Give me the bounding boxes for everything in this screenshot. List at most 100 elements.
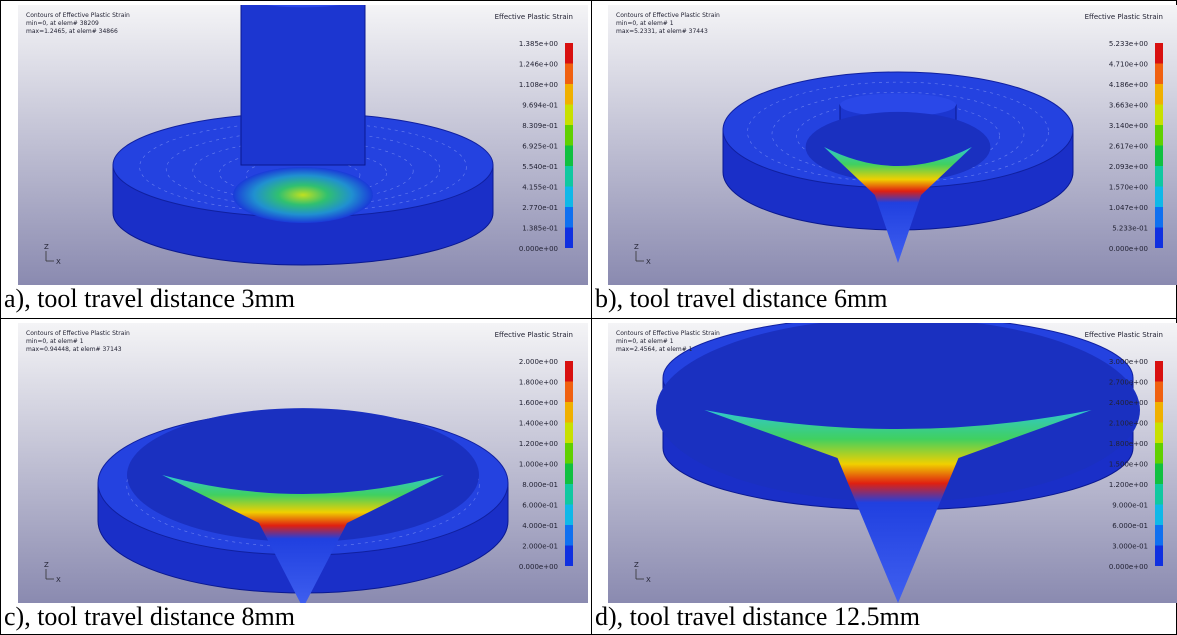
legend-label: 1.400e+00 (519, 420, 558, 428)
legend-swatch (1155, 402, 1163, 423)
legend-swatch (565, 64, 573, 85)
legend-swatch (1155, 105, 1163, 126)
simulation-image: Contours of Effective Plastic Strainmin=… (608, 323, 1177, 603)
contour-title: Contours of Effective Plastic Strain (26, 12, 130, 19)
legend-label: 6.000e-01 (1112, 522, 1148, 530)
max-label: max=0.94448, at elem# 37143 (26, 346, 122, 353)
legend-label: 2.400e+00 (1109, 399, 1148, 407)
min-label: min=0, at elem# 1 (26, 338, 84, 345)
legend-swatch (565, 228, 573, 249)
legend-label: 2.000e-01 (522, 543, 558, 551)
caption: d), tool travel distance 12.5mm (595, 602, 920, 632)
legend-label: 6.925e-01 (522, 143, 558, 151)
contour-title: Contours of Effective Plastic Strain (616, 330, 720, 337)
simulation-image: Contours of Effective Plastic Strainmin=… (18, 323, 588, 603)
legend-swatch (565, 484, 573, 505)
legend-label: 1.600e+00 (519, 399, 558, 407)
legend-label: 8.000e-01 (522, 481, 558, 489)
max-label: max=1.2465, at elem# 34866 (26, 28, 118, 35)
axis-label: X (646, 258, 651, 266)
legend-swatch (565, 166, 573, 187)
legend-label: 2.093e+00 (1109, 163, 1148, 171)
contour-title: Contours of Effective Plastic Strain (616, 12, 720, 19)
legend-swatch (565, 361, 573, 382)
legend-label: 1.200e+00 (1109, 481, 1148, 489)
legend-swatch (565, 464, 573, 485)
legend-swatch (1155, 361, 1163, 382)
axis-label: X (56, 258, 61, 266)
legend-label: 1.000e+00 (519, 461, 558, 469)
legend-swatch (565, 443, 573, 464)
legend-label: 2.770e-01 (522, 204, 558, 212)
legend-label: 6.000e-01 (522, 502, 558, 510)
legend-swatch (565, 382, 573, 403)
legend-label: 4.186e+00 (1109, 81, 1148, 89)
legend-swatch (1155, 187, 1163, 208)
legend-label: 3.663e+00 (1109, 102, 1148, 110)
legend-label: 1.246e+00 (519, 61, 558, 69)
legend-swatch (1155, 423, 1163, 444)
simulation-image: Contours of Effective Plastic Strainmin=… (18, 5, 588, 285)
legend-label: 4.000e-01 (522, 522, 558, 530)
legend-title: Effective Plastic Strain (1085, 13, 1163, 21)
legend-swatch (1155, 382, 1163, 403)
legend-swatch (565, 146, 573, 167)
legend-swatch (565, 525, 573, 546)
max-label: max=2.4564, at elem# 1 (616, 346, 693, 353)
legend-label: 8.309e-01 (522, 122, 558, 130)
axis-label: Z (44, 243, 49, 251)
legend-swatch (1155, 84, 1163, 105)
legend-label: 5.233e+00 (1109, 40, 1148, 48)
legend-label: 3.000e-01 (1112, 543, 1148, 551)
legend-swatch (1155, 43, 1163, 64)
axis-label: Z (44, 561, 49, 569)
legend-label: 3.140e+00 (1109, 122, 1148, 130)
legend-label: 2.617e+00 (1109, 143, 1148, 151)
legend-label: 9.694e-01 (522, 102, 558, 110)
legend-label: 1.500e+00 (1109, 461, 1148, 469)
legend-swatch (1155, 207, 1163, 228)
legend-swatch (565, 546, 573, 567)
legend-label: 2.100e+00 (1109, 420, 1148, 428)
legend-label: 4.155e-01 (522, 184, 558, 192)
contour-title: Contours of Effective Plastic Strain (26, 330, 130, 337)
legend-label: 1.800e+00 (1109, 440, 1148, 448)
legend-label: 1.385e-01 (522, 225, 558, 233)
legend-label: 5.233e-01 (1112, 225, 1148, 233)
legend-label: 1.108e+00 (519, 81, 558, 89)
legend-swatch (1155, 146, 1163, 167)
legend-swatch (565, 402, 573, 423)
legend-label: 9.000e-01 (1112, 502, 1148, 510)
legend-label: 1.047e+00 (1109, 204, 1148, 212)
legend-label: 4.710e+00 (1109, 61, 1148, 69)
legend-label: 0.000e+00 (519, 245, 558, 253)
legend-swatch (565, 423, 573, 444)
legend-label: 5.540e-01 (522, 163, 558, 171)
caption: c), tool travel distance 8mm (4, 602, 295, 632)
legend-swatch (565, 125, 573, 146)
simulation-image: Contours of Effective Plastic Strainmin=… (608, 5, 1177, 285)
legend-label: 3.000e+00 (1109, 358, 1148, 366)
legend-swatch (565, 207, 573, 228)
legend-swatch (565, 84, 573, 105)
legend-swatch (1155, 443, 1163, 464)
legend-swatch (1155, 64, 1163, 85)
axis-label: Z (634, 243, 639, 251)
min-label: min=0, at elem# 38209 (26, 20, 99, 27)
legend-swatch (1155, 484, 1163, 505)
axis-label: X (56, 576, 61, 584)
max-label: max=5.2331, at elem# 37443 (616, 28, 708, 35)
divider (1, 318, 1176, 319)
legend-label: 1.570e+00 (1109, 184, 1148, 192)
min-label: min=0, at elem# 1 (616, 20, 674, 27)
legend-label: 2.000e+00 (519, 358, 558, 366)
legend-swatch (1155, 546, 1163, 567)
axis-label: X (646, 576, 651, 584)
legend-label: 1.800e+00 (519, 379, 558, 387)
legend-label: 1.385e+00 (519, 40, 558, 48)
legend-swatch (565, 43, 573, 64)
legend-title: Effective Plastic Strain (495, 13, 573, 21)
legend-swatch (565, 187, 573, 208)
legend-title: Effective Plastic Strain (495, 331, 573, 339)
legend-label: 1.200e+00 (519, 440, 558, 448)
